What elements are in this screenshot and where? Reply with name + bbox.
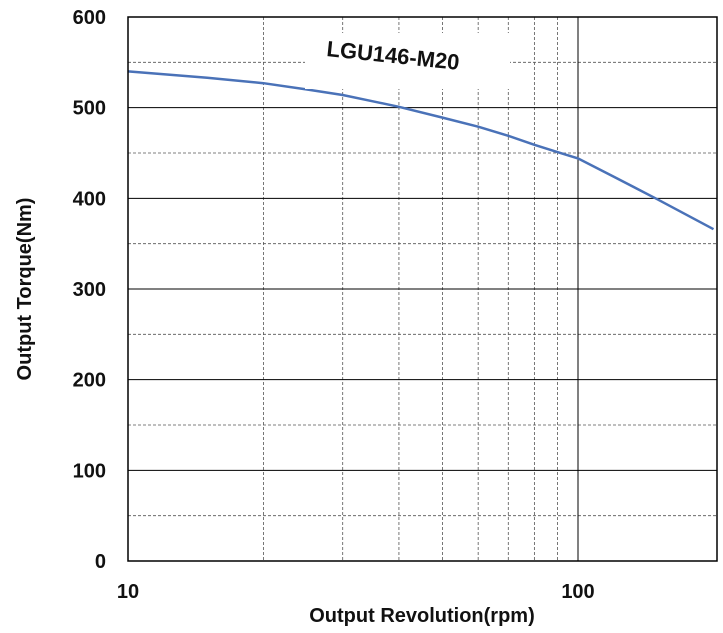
y-tick-labels: 0 100 200 300 400 500 600	[73, 7, 106, 573]
series-line	[127, 70, 715, 231]
x-tick-label: 100	[561, 581, 594, 603]
annotation-group: LGU146-M20	[305, 33, 510, 89]
y-tick-label: 500	[73, 98, 106, 120]
y-tick-label: 100	[73, 460, 106, 482]
y-tick-label: 200	[73, 370, 106, 392]
annotation-background	[305, 33, 510, 89]
y-axis-title: Output Torque(Nm)	[14, 198, 36, 381]
y-tick-label: 0	[95, 551, 106, 573]
y-tick-label: 300	[73, 279, 106, 301]
y-tick-label: 600	[73, 7, 106, 29]
x-tick-labels: 10 100	[117, 581, 595, 603]
x-tick-label: 10	[117, 581, 139, 603]
major-grid	[128, 17, 717, 561]
plot-frame	[127, 16, 718, 562]
x-axis-title: Output Revolution(rpm)	[309, 605, 535, 627]
y-tick-label: 400	[73, 188, 106, 210]
